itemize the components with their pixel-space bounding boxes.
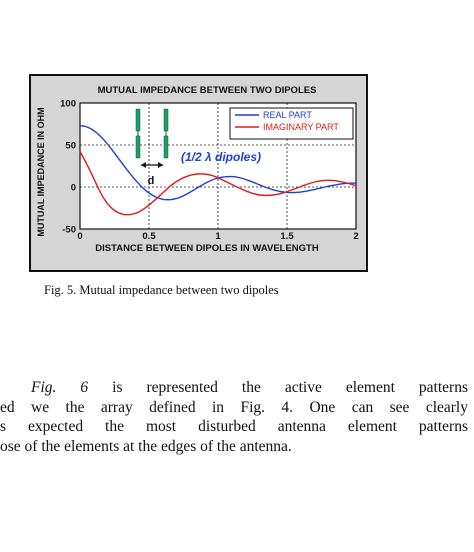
plot-border: [79, 102, 357, 230]
x-tick-label: 1.5: [280, 231, 294, 242]
legend-label: REAL PART: [263, 110, 312, 120]
x-axis-label: DISTANCE BETWEEN DIPOLES IN WAVELENGTH: [95, 243, 319, 254]
y-tick-label: 100: [60, 99, 76, 110]
dipole-upper-arm: [135, 108, 141, 132]
x-tick-label: 1: [215, 231, 221, 242]
series-lines: [79, 124, 357, 216]
legend-box: [229, 107, 354, 140]
y-axis-label: MUTUAL IMPEDANCE IN OHM: [36, 107, 46, 236]
figure-caption: Fig. 5. Mutual impedance between two dip…: [44, 283, 279, 297]
distance-arrow-head-right: [158, 162, 163, 168]
x-tick-label: 0.5: [142, 231, 156, 242]
body-line-4: ose of the elements at the edges of the …: [0, 437, 292, 455]
distance-arrow-head-left: [141, 162, 146, 168]
legend: REAL PART IMAGINARY PART: [229, 107, 354, 140]
x-tick-label: 2: [353, 231, 358, 242]
body-line-3: s expected the most disturbed antenna el…: [0, 418, 468, 435]
y-tick-label: 0: [71, 183, 76, 194]
body-paragraph: Fig. 6 is represented the active element…: [0, 378, 468, 456]
body-line-1-text: is represented the active element patter…: [88, 379, 468, 396]
imaginary-part-line: [79, 150, 357, 216]
x-tick-label: 0: [77, 231, 82, 242]
distance-label: d: [148, 175, 155, 187]
chart-title: MUTUAL IMPEDANCE BETWEEN TWO DIPOLES: [98, 85, 317, 96]
figure-frame: MUTUAL IMPEDANCE BETWEEN TWO DIPOLES MUT…: [29, 74, 368, 272]
y-tick-label: 50: [65, 141, 76, 152]
dipole-illustration: [135, 108, 169, 168]
body-line-2: ed we the array defined in Fig. 4. One c…: [0, 398, 468, 416]
y-tick-label: -50: [62, 225, 76, 236]
legend-label: IMAGINARY PART: [263, 122, 339, 132]
dipole-annotation: (1/2 λ dipoles): [181, 150, 261, 164]
body-line-1: Fig. 6 is represented the active element…: [0, 378, 468, 398]
dipole-upper-arm: [163, 108, 169, 132]
dipole-lower-arm: [135, 135, 141, 159]
mutual-impedance-chart: MUTUAL IMPEDANCE BETWEEN TWO DIPOLES MUT…: [36, 85, 359, 254]
fig6-reference: Fig. 6: [31, 379, 89, 396]
dipole-lower-arm: [163, 135, 169, 159]
